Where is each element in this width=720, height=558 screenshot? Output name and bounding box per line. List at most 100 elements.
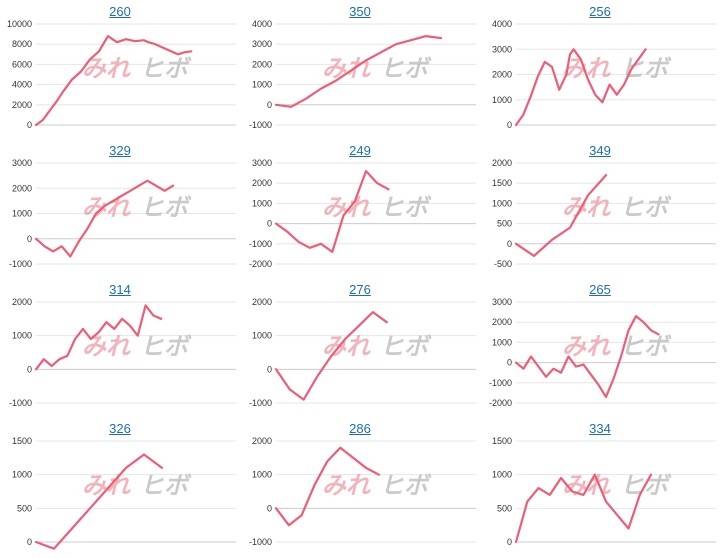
series-line [34, 34, 193, 127]
watermark-left: みれ [82, 194, 131, 222]
y-tick-label: 4000 [492, 19, 512, 29]
watermark-right: ヒボ [620, 333, 672, 361]
y-tick-label: 1000 [252, 470, 272, 480]
watermark-right: ヒボ [140, 333, 192, 361]
watermark-left: みれ [322, 55, 371, 83]
series-line [34, 179, 175, 258]
y-tick-label: 500 [497, 503, 512, 513]
chart-title-link[interactable]: 350 [349, 4, 371, 19]
chart-title-link[interactable]: 314 [109, 282, 131, 297]
watermark-right: ヒボ [380, 194, 432, 222]
y-tick-label: 1000 [12, 331, 32, 341]
series-line [274, 169, 390, 254]
chart-title-link[interactable]: 349 [589, 143, 611, 158]
y-tick-label: 0 [267, 100, 272, 110]
y-tick-label: 2000 [252, 436, 272, 446]
y-tick-label: 2000 [12, 183, 32, 193]
y-tick-label: 1500 [12, 436, 32, 446]
y-tick-label: -1000 [249, 239, 272, 249]
y-tick-label: 500 [17, 503, 32, 513]
y-tick-label: 2000 [492, 317, 512, 327]
chart-svg: -1000 0 1000 2000 みれ ヒボ [249, 436, 476, 547]
chart-svg: -2000 -1000 0 1000 2000 3000 みれ ヒボ [249, 158, 476, 269]
y-tick-label: 1000 [492, 470, 512, 480]
watermark-left: みれ [562, 333, 611, 361]
y-tick-label: 1000 [252, 80, 272, 90]
chart-panel: 256 0 1000 2000 3000 4000 みれ ヒボ [480, 0, 720, 139]
chart-title-link[interactable]: 329 [109, 143, 131, 158]
watermark-right: ヒボ [380, 472, 432, 500]
chart-svg: -1000 0 1000 2000 3000 みれ ヒボ [9, 158, 236, 269]
chart-panel: 349 -500 0 500 1000 1500 2000 みれ ヒボ [480, 139, 720, 278]
chart-panel: 329 -1000 0 1000 2000 3000 みれ ヒボ [0, 139, 240, 278]
chart-svg: -1000 0 1000 2000 3000 4000 みれ ヒボ [249, 19, 476, 130]
watermark-right: ヒボ [620, 55, 672, 83]
chart-svg: -2000 -1000 0 1000 2000 3000 みれ ヒボ [489, 297, 716, 408]
y-tick-label: 0 [27, 120, 32, 130]
chart-panel: 249 -2000 -1000 0 1000 2000 3000 みれ ヒボ [240, 139, 480, 278]
y-tick-label: 10000 [7, 19, 32, 29]
series-line [34, 304, 163, 371]
y-tick-label: -1000 [9, 259, 32, 269]
series-line [514, 48, 647, 127]
y-tick-label: 2000 [12, 100, 32, 110]
y-tick-label: -1000 [249, 537, 272, 547]
chart-panel: 265 -2000 -1000 0 1000 2000 3000 みれ ヒボ [480, 278, 720, 417]
y-tick-label: 2000 [252, 297, 272, 307]
y-tick-label: 500 [497, 219, 512, 229]
y-tick-label: 0 [507, 358, 512, 368]
watermark-left: みれ [322, 194, 371, 222]
y-tick-label: -1000 [249, 398, 272, 408]
y-tick-label: -2000 [249, 259, 272, 269]
y-tick-label: -1000 [249, 120, 272, 130]
y-tick-label: 3000 [12, 158, 32, 168]
chart-title-link[interactable]: 326 [109, 421, 131, 436]
series-line [514, 473, 653, 544]
chart-title-link[interactable]: 256 [589, 4, 611, 19]
y-tick-label: 1000 [12, 470, 32, 480]
y-tick-label: 1500 [492, 436, 512, 446]
chart-panel: 260 0 2000 4000 6000 8000 10000 みれ ヒボ [0, 0, 240, 139]
chart-title-link[interactable]: 265 [589, 282, 611, 297]
y-tick-label: 2000 [492, 70, 512, 80]
chart-panel: 350 -1000 0 1000 2000 3000 4000 みれ ヒボ [240, 0, 480, 139]
y-tick-label: 0 [267, 503, 272, 513]
y-tick-label: 0 [27, 364, 32, 374]
y-tick-label: 2000 [252, 178, 272, 188]
y-tick-label: 0 [267, 364, 272, 374]
y-tick-label: 3000 [252, 158, 272, 168]
watermark-right: ヒボ [380, 55, 432, 83]
y-tick-label: 0 [27, 234, 32, 244]
watermark-left: みれ [82, 472, 131, 500]
series-line [274, 310, 388, 401]
y-tick-label: 3000 [492, 297, 512, 307]
y-tick-label: 4000 [252, 19, 272, 29]
chart-title-link[interactable]: 334 [589, 421, 611, 436]
chart-title-link[interactable]: 260 [109, 4, 131, 19]
series-line [274, 34, 443, 108]
watermark-right: ヒボ [140, 194, 192, 222]
y-tick-label: 2000 [12, 297, 32, 307]
chart-title-link[interactable]: 249 [349, 143, 371, 158]
watermark-right: ヒボ [140, 55, 192, 83]
y-tick-label: 1000 [492, 198, 512, 208]
y-tick-label: 0 [507, 537, 512, 547]
y-tick-label: -2000 [489, 398, 512, 408]
y-tick-label: 1000 [492, 337, 512, 347]
chart-panel: 334 0 500 1000 1500 みれ ヒボ [480, 417, 720, 556]
y-tick-label: 2000 [252, 59, 272, 69]
series-line [514, 173, 608, 258]
chart-title-link[interactable]: 276 [349, 282, 371, 297]
y-tick-label: 1000 [252, 198, 272, 208]
chart-title-link[interactable]: 286 [349, 421, 371, 436]
series-line [514, 314, 660, 399]
y-tick-label: 1000 [252, 331, 272, 341]
y-tick-label: 1500 [492, 178, 512, 188]
y-tick-label: -1000 [9, 398, 32, 408]
watermark-left: みれ [322, 472, 371, 500]
